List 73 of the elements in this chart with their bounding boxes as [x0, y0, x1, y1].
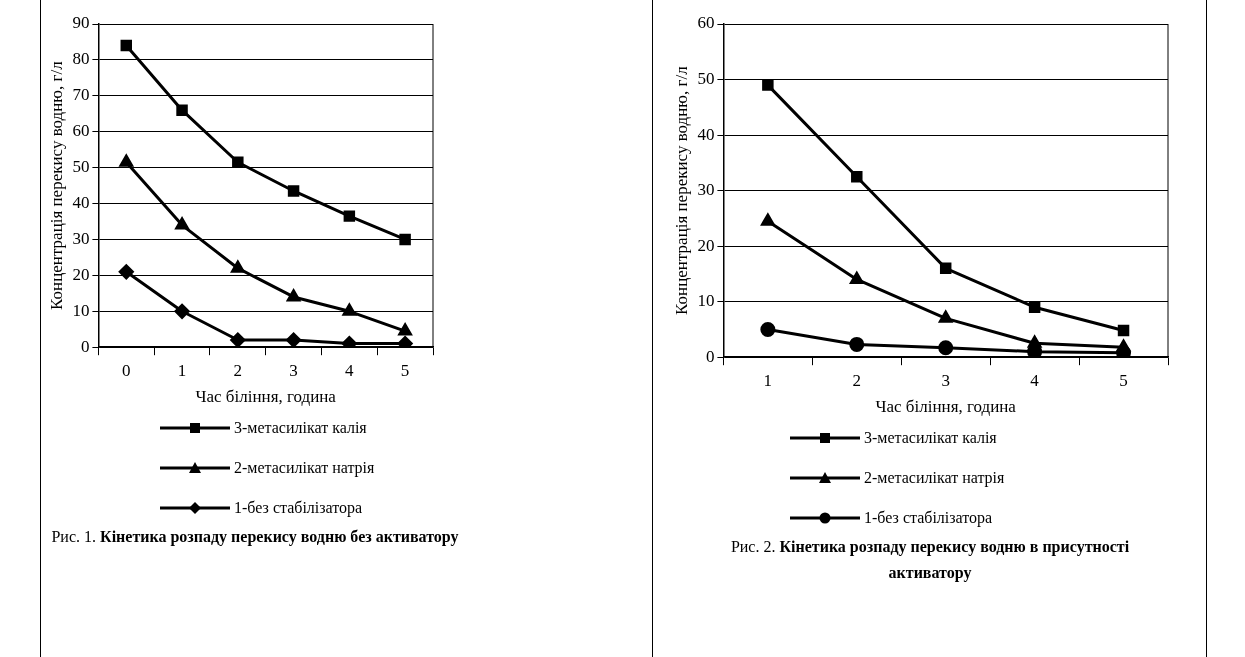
x-tick-label: 2: [852, 370, 862, 390]
point: [399, 233, 411, 246]
legend-label: 3-метасилікат калія: [864, 429, 997, 447]
point: [118, 264, 134, 280]
point: [120, 39, 133, 52]
point: [397, 336, 413, 348]
y-axis-title: Концентрація перекису водню, г/л: [671, 65, 691, 315]
point: [174, 303, 190, 319]
point: [230, 332, 246, 348]
y-tick-label: 0: [80, 336, 90, 356]
text: Рис. 2.: [730, 538, 776, 555]
y-tick-label: 60: [72, 121, 90, 141]
y-tick-label: 10: [72, 300, 90, 320]
y-tick-label: 60: [697, 13, 715, 33]
legend-label: 2-метасилікат натрія: [234, 459, 375, 477]
point: [1116, 339, 1131, 352]
x-tick-label: 0: [122, 360, 131, 380]
text: Кінетика розпаду перекису водню в присутності активатору: [779, 538, 1130, 581]
point: [232, 156, 244, 168]
point: [286, 289, 301, 302]
y-tick-label: 20: [697, 235, 715, 255]
point: [341, 336, 357, 348]
point: [231, 260, 245, 273]
y-tick-label: 40: [697, 124, 715, 144]
point: [286, 332, 302, 348]
y-tick-label: 50: [697, 69, 715, 88]
y-tick-label: 40: [72, 193, 90, 213]
y-tick-label: 20: [72, 264, 90, 284]
legend-label: 2-метасилікат натрія: [864, 469, 1005, 487]
point: [760, 321, 776, 337]
y-axis-title: Концентрація перекису водню, г/л: [46, 60, 66, 310]
point: [939, 262, 952, 275]
y-tick-label: 30: [72, 228, 90, 248]
point: [849, 336, 865, 352]
x-axis-title: Час біління, година: [195, 387, 337, 407]
point: [761, 213, 775, 226]
x-tick-label: 5: [1119, 370, 1128, 390]
point: [1028, 301, 1041, 313]
point: [851, 170, 863, 183]
x-tick-label: 4: [1030, 370, 1040, 390]
x-axis-title: Час біління, година: [875, 397, 1017, 417]
point: [287, 185, 300, 197]
y-tick-label: 0: [705, 346, 715, 366]
y-tick-label: 30: [697, 180, 715, 200]
text: Кінетика розпаду перекису водню без активатору: [100, 528, 459, 545]
x-tick-label: 2: [233, 360, 243, 380]
point: [850, 271, 864, 284]
x-tick-label: 1: [177, 360, 187, 380]
x-tick-label: 3: [289, 360, 298, 380]
legend-label: 3-метасилікат калія: [234, 419, 367, 437]
point: [1117, 324, 1130, 337]
point: [939, 310, 953, 323]
point: [176, 104, 188, 116]
point: [343, 210, 356, 222]
x-tick-label: 4: [345, 360, 355, 380]
point: [1027, 335, 1042, 348]
legend-label: 1-без стабілізатора: [234, 499, 363, 517]
point: [398, 323, 412, 336]
text: Рис. 1.: [51, 528, 97, 545]
point: [762, 79, 774, 91]
point: [175, 217, 189, 230]
legend-label: 1-без стабілізатора: [864, 509, 993, 527]
x-tick-label: 3: [941, 370, 950, 390]
y-tick-label: 80: [72, 49, 90, 69]
y-tick-label: 10: [697, 291, 715, 311]
point: [342, 303, 357, 316]
y-tick-label: 90: [72, 13, 90, 33]
y-tick-label: 50: [72, 157, 90, 177]
x-tick-label: 1: [763, 370, 773, 390]
x-tick-label: 5: [400, 360, 410, 380]
y-tick-label: 70: [72, 85, 90, 105]
point: [938, 340, 954, 356]
point: [119, 154, 133, 167]
